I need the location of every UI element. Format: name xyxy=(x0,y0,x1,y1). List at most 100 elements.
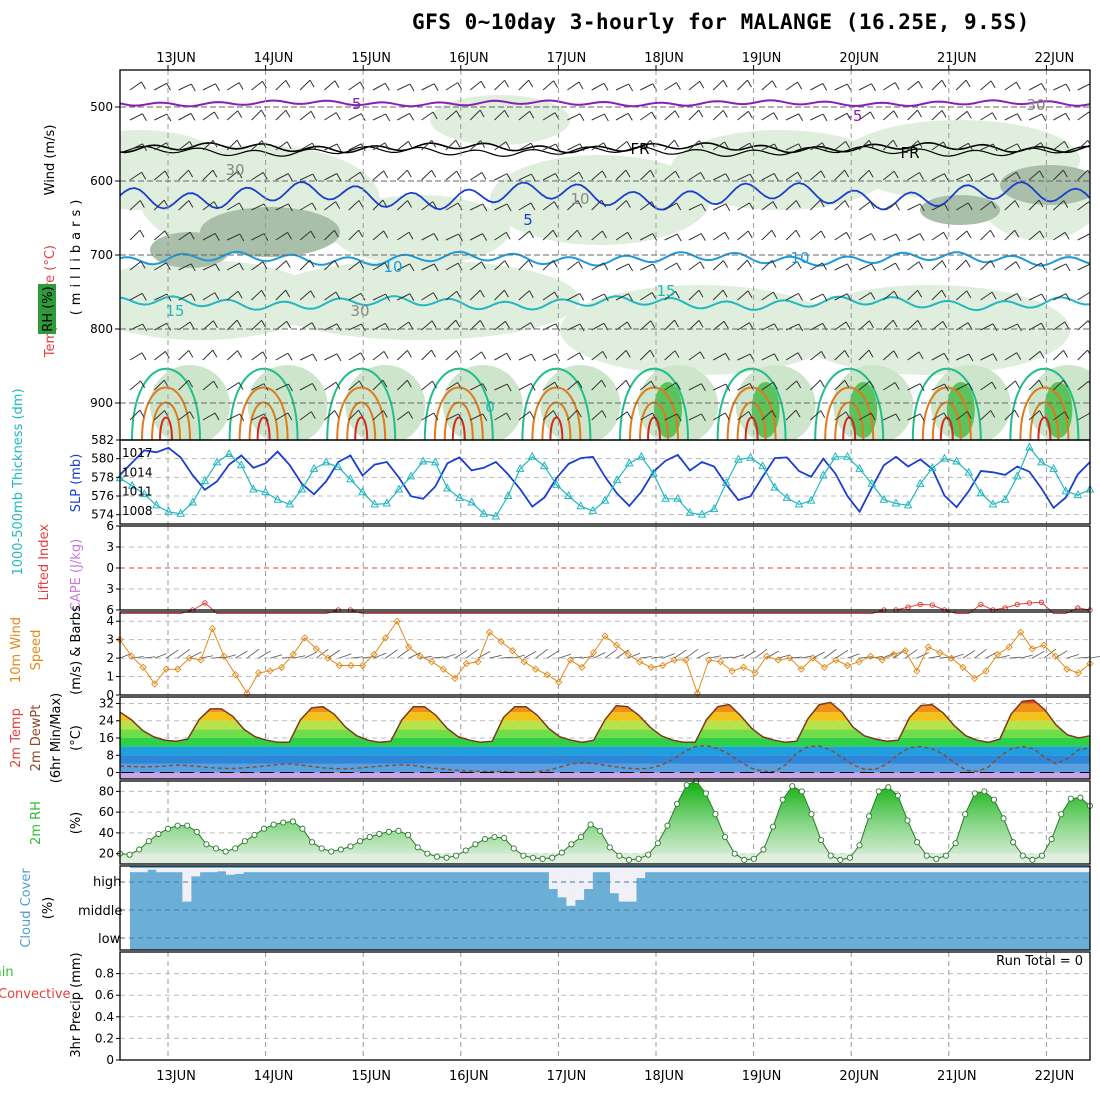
wind-barb xyxy=(955,79,967,91)
wind-barb xyxy=(324,353,338,361)
wind-barb-flag xyxy=(917,320,923,328)
wind-point xyxy=(254,669,263,677)
wind-barb-flag xyxy=(1062,169,1068,178)
wind-barb-flag xyxy=(991,381,997,390)
wind-barb-flag xyxy=(189,231,195,240)
wind-barb xyxy=(567,81,580,91)
ytick-label-slp: 1014 xyxy=(122,465,153,479)
wind-barb-flag xyxy=(359,261,365,269)
wind-barb-10m xyxy=(581,655,594,659)
wind-barb-flag xyxy=(603,142,609,151)
wind-barb-10m xyxy=(385,649,398,659)
wind-barb-10m xyxy=(1089,655,1100,659)
cloud-gap-bar xyxy=(514,868,524,873)
wind-barb-flag xyxy=(625,350,631,358)
wind-barb-flag xyxy=(1015,261,1021,269)
li-line xyxy=(120,601,1091,614)
wind-barb-flag xyxy=(529,230,535,239)
wind-barb-flag xyxy=(797,352,803,360)
wind-barb xyxy=(834,349,846,361)
wind-barb xyxy=(469,319,481,331)
wind-barb xyxy=(810,199,821,211)
wind-barb xyxy=(640,292,653,301)
wind-barb-10m xyxy=(835,649,849,659)
wind-barb-flag xyxy=(674,139,679,148)
wind-barb xyxy=(1077,83,1090,91)
wind-barb-flag xyxy=(431,320,437,328)
day-label-top: 20JUN xyxy=(839,51,879,66)
wind-barb-flag xyxy=(189,321,195,330)
wind-barb-flag xyxy=(722,289,728,298)
wind-barb xyxy=(372,230,384,241)
wind-barb xyxy=(810,379,821,391)
rh-point xyxy=(241,838,248,845)
wind-barb-flag xyxy=(189,141,195,149)
bl-loop-1-2 xyxy=(248,401,279,440)
wind-barb xyxy=(251,351,264,361)
wind-barb-flag xyxy=(504,289,509,298)
wind-barb xyxy=(688,203,702,211)
contour-label: 0 xyxy=(485,398,495,416)
wind-barb-flag xyxy=(504,110,510,118)
wind-barb-10m xyxy=(905,649,918,659)
thickness-point xyxy=(503,490,513,499)
ytick-label: 60 xyxy=(99,805,114,819)
wind-barb xyxy=(980,201,992,211)
wind-barb-10m xyxy=(997,654,1010,659)
wind-point xyxy=(162,665,170,673)
wind-barb xyxy=(202,320,214,331)
y-axis-labels: Wind (m/s) Temperature (°C) RH (%) (mill… xyxy=(0,125,1083,1058)
wind-barb-flag xyxy=(895,413,901,422)
wind-barb xyxy=(639,169,651,181)
wind-barb xyxy=(688,319,700,331)
rh-point xyxy=(779,796,786,803)
wind-barb-flag xyxy=(773,112,779,120)
wind-barb-flag xyxy=(528,79,534,88)
wind-barb xyxy=(834,112,848,121)
wind-barb-flag xyxy=(239,233,245,242)
wind-barb-flag xyxy=(382,410,388,418)
cloud-gap-bar xyxy=(435,868,445,873)
thickness-point xyxy=(649,468,658,477)
wind-barb xyxy=(737,382,751,391)
wind-barb-flag xyxy=(941,260,947,268)
wind-barb xyxy=(664,382,677,391)
wind-barb xyxy=(761,112,774,121)
wind-barb-flag xyxy=(433,292,438,300)
rh-point xyxy=(261,825,268,832)
wind-barb xyxy=(129,261,142,271)
rh-point xyxy=(376,830,383,837)
wind-barb-10m xyxy=(281,656,294,659)
wind-barb-flag xyxy=(625,169,631,178)
wind-barb-flag xyxy=(895,233,901,242)
wind-barb xyxy=(664,170,676,181)
wind-barb-flag xyxy=(870,233,876,241)
thickness-point xyxy=(1012,471,1022,480)
wind-barb-10m xyxy=(431,656,444,659)
day-label-bottom: 16JUN xyxy=(449,1069,489,1084)
ytick-label-slp: 1008 xyxy=(122,504,153,518)
rh-point xyxy=(270,821,277,828)
wind-barb-flag xyxy=(675,290,680,299)
wind-barb xyxy=(421,349,432,361)
cloud-gap-bar xyxy=(1020,868,1030,873)
contour-label: FR xyxy=(900,144,919,162)
wind-barb xyxy=(299,202,313,211)
contour-label: 30 xyxy=(350,302,369,320)
wind-barb-flag xyxy=(601,170,607,179)
li-point xyxy=(978,601,984,608)
wind-barb-flag xyxy=(820,351,826,359)
rh-point xyxy=(770,823,777,830)
wind-barb xyxy=(372,113,386,121)
rh-point xyxy=(491,833,498,841)
bl-loop-4-0 xyxy=(521,367,592,440)
wind-barb-flag xyxy=(676,413,682,422)
wind-barb xyxy=(834,293,848,301)
ytick-label: 6 xyxy=(106,603,114,617)
wind-barb xyxy=(275,383,289,391)
wind-barb xyxy=(445,139,457,151)
wind-barb-flag xyxy=(627,113,633,121)
cloud-gap-bar xyxy=(994,868,1004,873)
thickness-point xyxy=(249,484,258,493)
thickness-point xyxy=(479,508,489,517)
